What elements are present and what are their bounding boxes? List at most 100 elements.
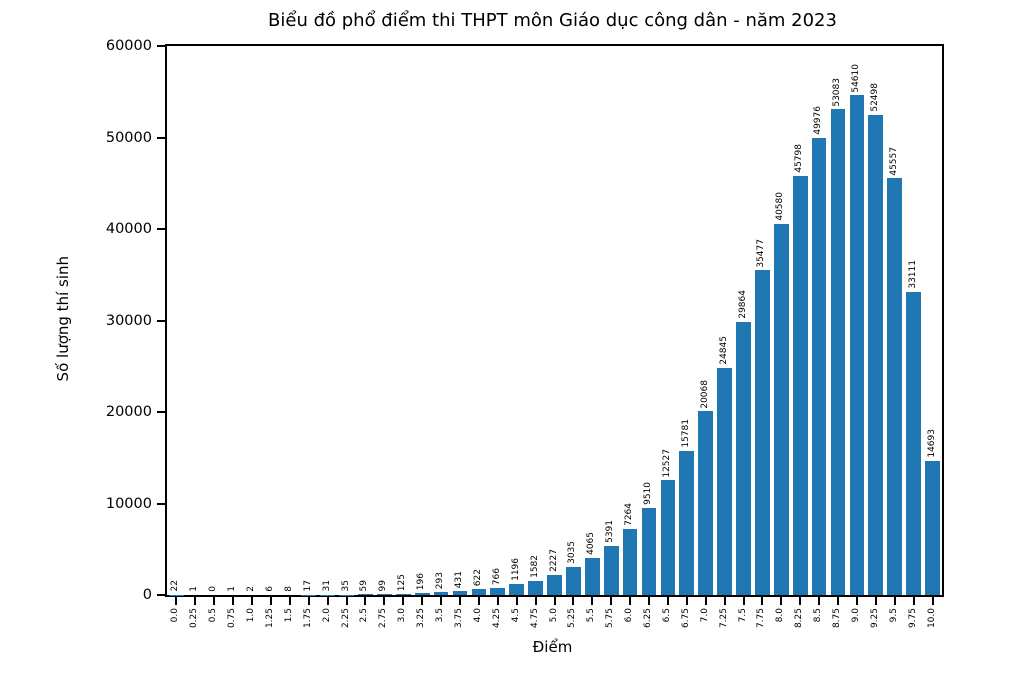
bar-value-label: 12527 — [661, 448, 672, 478]
x-tick-mark — [704, 597, 707, 605]
x-tick-mark — [496, 597, 499, 605]
x-tick-mark — [402, 597, 405, 605]
bar-value-label: 7264 — [624, 502, 635, 526]
x-tick-label: 9.5 — [888, 608, 899, 623]
x-tick-mark — [591, 597, 594, 605]
x-tick-label: 7.5 — [737, 608, 748, 623]
bar-value-label: 33111 — [907, 260, 918, 290]
x-tick-label: 5.0 — [548, 608, 559, 623]
x-tick-label: 4.75 — [529, 608, 540, 629]
x-tick-mark — [440, 597, 443, 605]
y-tick-label: 20000 — [105, 404, 152, 420]
x-tick-label: 2.5 — [359, 608, 370, 623]
x-tick-label: 7.75 — [756, 608, 767, 629]
x-tick-label: 4.0 — [472, 608, 483, 623]
x-tick-mark — [893, 597, 896, 605]
bar-value-label: 59 — [359, 580, 370, 592]
x-tick-label: 8.25 — [794, 608, 805, 629]
x-tick-label: 1.5 — [283, 608, 294, 623]
bar-value-label: 1582 — [529, 554, 540, 578]
y-tick-label: 50000 — [105, 129, 152, 146]
x-tick-label: 4.25 — [491, 608, 502, 629]
bar-value-label: 54610 — [850, 63, 861, 93]
bar — [792, 175, 808, 595]
x-tick-label: 8.0 — [775, 608, 786, 623]
bar-value-label: 1 — [227, 586, 238, 592]
bar-value-label: 1196 — [510, 558, 521, 582]
x-tick-label: 1.25 — [265, 608, 276, 629]
bar-value-label: 9510 — [643, 482, 654, 505]
bar — [358, 594, 373, 595]
y-tick-label: 10000 — [105, 495, 152, 512]
x-tick-mark — [742, 597, 745, 605]
bar — [830, 109, 846, 595]
y-tick-mark — [157, 45, 165, 47]
x-tick-mark — [345, 597, 348, 605]
bar — [566, 567, 581, 595]
x-tick-label: 0.25 — [189, 608, 200, 629]
bar — [679, 450, 695, 595]
x-tick-mark — [213, 597, 216, 605]
bar — [641, 507, 657, 595]
bar — [925, 460, 940, 595]
bar-value-label: 3035 — [567, 541, 578, 565]
y-tick-label: 0 — [142, 587, 152, 603]
bar — [868, 114, 884, 595]
bar-value-label: 8 — [283, 586, 294, 592]
bar — [584, 557, 600, 595]
x-tick-label: 0.75 — [227, 608, 238, 629]
x-tick-label: 1.0 — [246, 608, 257, 623]
x-tick-label: 9.75 — [907, 608, 918, 629]
x-tick-mark — [477, 597, 480, 605]
bar-value-label: 35 — [340, 580, 351, 592]
y-tick-mark — [157, 228, 165, 230]
x-tick-mark — [761, 597, 764, 605]
x-tick-label: 7.25 — [718, 608, 729, 629]
y-tick-mark — [157, 411, 165, 413]
bar — [471, 589, 487, 595]
x-axis-label: Điểm — [532, 638, 573, 656]
bar-value-label: 29864 — [737, 290, 748, 319]
bar-value-label: 196 — [416, 573, 427, 591]
bar — [773, 223, 789, 595]
x-tick-label: 6.0 — [624, 608, 635, 623]
x-tick-mark — [307, 597, 310, 605]
y-tick-label: 40000 — [105, 221, 152, 237]
bar-value-label: 22 — [170, 580, 181, 592]
bar — [698, 411, 714, 595]
x-tick-mark — [855, 597, 858, 605]
x-tick-label: 5.75 — [605, 608, 616, 629]
bar — [490, 588, 506, 595]
bar — [887, 178, 903, 595]
bar — [906, 292, 921, 595]
bar — [433, 592, 449, 595]
x-tick-mark — [837, 597, 840, 605]
bar — [509, 584, 525, 595]
x-tick-mark — [251, 597, 254, 605]
x-tick-label: 6.75 — [680, 608, 691, 629]
bar-value-label: 2227 — [548, 548, 559, 572]
x-tick-mark — [874, 597, 877, 605]
x-tick-label: 5.25 — [567, 608, 578, 629]
bar — [547, 574, 562, 595]
x-tick-label: 2.75 — [378, 608, 389, 629]
x-tick-label: 5.5 — [586, 608, 597, 623]
x-tick-mark — [269, 597, 272, 605]
x-tick-label: 3.5 — [435, 608, 446, 623]
bar-value-label: 45798 — [794, 144, 805, 173]
x-tick-mark — [912, 597, 915, 605]
bar-value-label: 40580 — [775, 192, 786, 221]
x-tick-label: 9.0 — [850, 608, 861, 623]
x-tick-label: 8.5 — [813, 608, 824, 623]
x-tick-mark — [458, 597, 461, 605]
x-tick-mark — [723, 597, 726, 605]
x-tick-mark — [232, 597, 235, 605]
x-tick-label: 6.5 — [661, 608, 672, 623]
bar-value-label: 15781 — [680, 418, 691, 448]
bar — [622, 528, 638, 595]
bar — [849, 95, 865, 595]
y-tick-mark — [157, 502, 165, 505]
plot-area: 22 1 0 1 2 6 8 17 31 35 59 99 125 196 293 431 622 766 1196… — [165, 44, 944, 597]
x-tick-label: 8.75 — [832, 608, 843, 629]
